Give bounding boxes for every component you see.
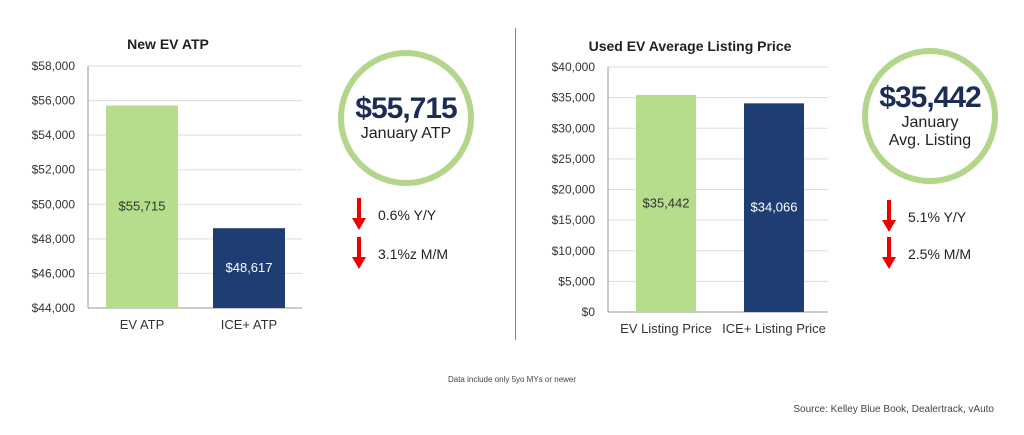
y-tick-label: $46,000	[32, 266, 76, 280]
x-category-label: EV Listing Price	[620, 321, 712, 336]
right-stat-yoy: 5.1% Y/Y	[882, 200, 966, 234]
left-stat-yoy: 0.6% Y/Y	[352, 198, 436, 232]
left-stat-yoy-text: 0.6% Y/Y	[378, 207, 437, 223]
y-tick-label: $58,000	[32, 59, 76, 73]
right-stat-yoy-text: 5.1% Y/Y	[908, 209, 967, 225]
right-callout-ring: $35,442 January Avg. Listing	[862, 48, 998, 184]
bar-value-label: $34,066	[751, 200, 798, 215]
y-tick-label: $40,000	[552, 60, 596, 74]
source-note: Source: Kelley Blue Book, Dealertrack, v…	[793, 404, 994, 415]
y-tick-label: $30,000	[552, 121, 596, 135]
right-callout-caption-line1: January	[901, 114, 959, 131]
bar-value-label: $48,617	[226, 260, 273, 275]
bar-value-label: $55,715	[119, 199, 166, 214]
y-tick-label: $20,000	[552, 183, 596, 197]
x-category-label: ICE+ Listing Price	[722, 321, 826, 336]
y-tick-label: $52,000	[32, 163, 76, 177]
left-chart-title: New EV ATP	[127, 36, 209, 52]
down-arrow-icon	[352, 198, 366, 232]
left-stat-mom: 3.1%z M/M	[352, 237, 448, 271]
y-tick-label: $5,000	[558, 274, 595, 288]
y-tick-label: $0	[582, 305, 596, 319]
y-tick-label: $44,000	[32, 301, 76, 315]
used-ev-listing-chart: $0 $5,000 $10,000 $15,000 $20,000 $25,000 $30,…	[552, 60, 828, 336]
down-arrow-icon	[882, 200, 896, 234]
bar	[636, 94, 696, 312]
y-tick-label: $50,000	[32, 197, 76, 211]
y-tick-label: $10,000	[552, 244, 596, 258]
y-tick-label: $35,000	[552, 91, 596, 105]
right-stat-mom: 2.5% M/M	[882, 237, 971, 271]
bar	[106, 105, 178, 308]
y-tick-label: $54,000	[32, 128, 76, 142]
y-tick-label: $15,000	[552, 213, 596, 227]
left-stat-mom-text: 3.1%z M/M	[378, 246, 449, 262]
y-tick-label: $48,000	[32, 232, 76, 246]
right-chart-title: Used EV Average Listing Price	[589, 38, 792, 54]
x-category-label: EV ATP	[120, 317, 165, 332]
bar	[744, 103, 804, 312]
y-tick-label: $56,000	[32, 94, 76, 108]
new-ev-atp-chart: $44,000 $46,000 $48,000 $50,000 $52,000 $54,0…	[32, 59, 302, 332]
down-arrow-icon	[882, 237, 896, 271]
left-callout-caption: January ATP	[360, 125, 452, 142]
left-callout-ring: $55,715 January ATP	[338, 50, 474, 186]
panel-divider	[515, 28, 516, 340]
left-callout-value: $55,715	[355, 92, 457, 125]
x-category-label: ICE+ ATP	[221, 317, 277, 332]
footnote: Data include only 5yo MYs or newer	[447, 375, 577, 384]
right-callout-caption-line2: Avg. Listing	[888, 132, 972, 149]
bar-value-label: $35,442	[643, 195, 690, 210]
y-tick-label: $25,000	[552, 152, 596, 166]
right-stat-mom-text: 2.5% M/M	[908, 246, 972, 262]
down-arrow-icon	[352, 237, 366, 271]
bar	[213, 228, 285, 308]
right-callout-value: $35,442	[879, 81, 981, 114]
